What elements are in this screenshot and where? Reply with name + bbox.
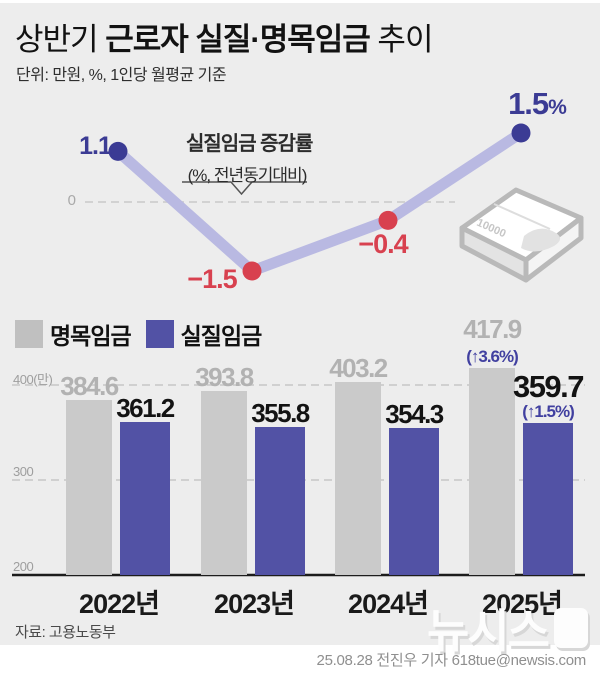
source-note: 자료: 고용노동부 <box>15 624 116 641</box>
legend-swatch-real <box>145 320 174 348</box>
zero-axis-label: 0 <box>67 192 76 209</box>
line-chart-annotation: 실질임금 증감률 (%, 전년동기대비) <box>186 127 313 186</box>
bar-value-실질임금-2025년: 359.7 <box>512 369 585 405</box>
annotation-title: 실질임금 증감률 <box>186 133 313 155</box>
bar-실질임금-2024년 <box>389 428 439 575</box>
legend-label-real: 실질임금 <box>180 323 263 349</box>
line-point-2025 <box>511 123 531 143</box>
watermark-logo-square <box>554 608 588 648</box>
legend: 명목임금 실질임금 <box>15 317 276 351</box>
watermark-text: 뉴시스 <box>427 605 550 657</box>
bar-value-실질임금-2022년: 361.2 <box>116 392 175 423</box>
bar-value-명목임금-2023년: 393.8 <box>195 361 254 392</box>
unit-note: 단위: 만원, %, 1인당 월평균 기준 <box>16 67 227 84</box>
line-point-2022 <box>108 141 128 161</box>
title-prefix: 상반기 <box>15 22 106 57</box>
line-value-label-2022: 1.1 <box>79 132 112 160</box>
newsis-watermark: 뉴시스 <box>427 595 588 661</box>
bar-change-명목임금-2025년: (↑3.6%) <box>466 347 519 366</box>
line-value-label-2024: −0.4 <box>358 229 408 259</box>
bar-명목임금-2024년 <box>335 381 381 575</box>
x-label-2024년: 2024년 <box>348 589 429 619</box>
legend-label-nominal: 명목임금 <box>50 323 132 349</box>
y-tick-300: 300 <box>13 464 34 479</box>
title-strong: 근로자 실질·명목임금 <box>105 22 371 57</box>
money-mark <box>521 228 561 252</box>
bar-명목임금-2023년 <box>201 390 247 575</box>
y-tick-200: 200 <box>13 559 34 574</box>
bar-명목임금-2025년 <box>469 367 515 575</box>
title-suffix: 추이 <box>369 22 433 57</box>
bar-value-명목임금-2025년: 417.9 <box>463 314 522 344</box>
line-chart-svg <box>85 123 531 281</box>
bar-chart: 400(만) 300 200 384.6 393.8 403.2 417.9 (↑3.6%)… <box>0 316 600 620</box>
line-point-2024 <box>378 210 398 230</box>
trend-line <box>112 127 527 277</box>
annotation-subtitle: (%, 전년동기대비) <box>187 166 308 185</box>
bar-value-실질임금-2024년: 354.3 <box>385 399 444 430</box>
bar-실질임금-2023년 <box>255 426 305 575</box>
x-label-2023년: 2023년 <box>214 589 295 619</box>
annotation-underline <box>182 181 307 196</box>
line-value-label-2025: 1.5% <box>508 86 567 121</box>
bar-value-명목임금-2022년: 384.6 <box>60 370 119 401</box>
legend-swatch-nominal <box>15 320 43 348</box>
line-point-2023 <box>242 261 262 281</box>
bar-value-명목임금-2024년: 403.2 <box>329 352 388 383</box>
line-value-label-2023: −1.5 <box>187 264 237 294</box>
page-title: 상반기 근로자 실질·명목임금 추이 <box>15 14 585 59</box>
bar-change-실질임금-2025년: (↑1.5%) <box>522 402 575 422</box>
bar-명목임금-2022년 <box>66 399 112 575</box>
money-stack-icon: 10000 <box>459 187 584 283</box>
x-label-2022년: 2022년 <box>79 589 160 619</box>
x-label-2025년: 2025년 <box>482 589 563 619</box>
bar-value-실질임금-2023년: 355.8 <box>251 397 310 428</box>
byline-credit: 25.08.28 전진우 기자 618tue@newsis.com <box>316 652 587 669</box>
y-tick-400: 400(만) <box>13 372 53 387</box>
bar-실질임금-2025년 <box>523 423 573 575</box>
line-chart: 0 실질임금 증감률 (%, 전년동기대비) 1.1 −1.5 −0.4 1.5% 1… <box>0 85 600 305</box>
bar-실질임금-2022년 <box>120 421 170 575</box>
